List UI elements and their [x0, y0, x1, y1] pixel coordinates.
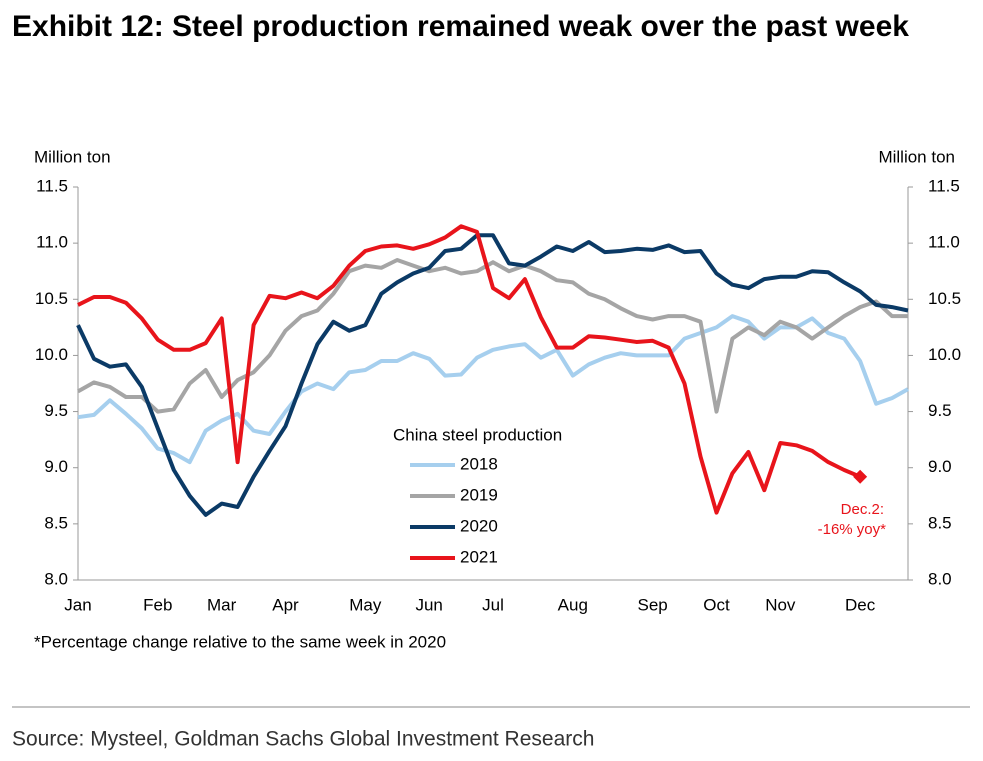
x-tick-label: Oct	[703, 595, 730, 614]
legend-title: China steel production	[393, 425, 562, 444]
series-line	[77, 258, 908, 414]
x-tick-label: Feb	[143, 595, 172, 614]
x-tick-label: May	[349, 595, 382, 614]
x-tick-label: Nov	[765, 595, 796, 614]
y-tick-label: 10.5	[35, 289, 68, 308]
series-line	[77, 314, 909, 465]
y2-tick-label: 10.5	[928, 289, 961, 308]
legend-label: 2019	[460, 485, 498, 504]
series-line	[76, 233, 909, 517]
y2-tick-label: 11.0	[928, 233, 960, 252]
annotation: Dec.2:	[841, 501, 884, 518]
y2-tick-label: 11.5	[928, 176, 960, 195]
series-line	[77, 224, 861, 515]
footnote: *Percentage change relative to the same …	[34, 632, 446, 651]
x-tick-label: Jun	[415, 595, 442, 614]
y2-tick-label: 9.5	[928, 401, 952, 420]
y-tick-label: 9.5	[44, 401, 68, 420]
highlight-marker	[853, 469, 868, 484]
y2-tick-label: 10.0	[928, 345, 961, 364]
y-tick-label: 9.0	[44, 457, 68, 476]
x-tick-label: Dec	[845, 595, 876, 614]
x-tick-label: Jan	[64, 595, 91, 614]
y2-axis-label: Million ton	[878, 147, 955, 166]
x-tick-label: Apr	[272, 595, 299, 614]
x-tick-label: Aug	[558, 595, 588, 614]
y-tick-label: 8.5	[44, 513, 68, 532]
y-tick-label: 11.0	[36, 233, 68, 252]
y-tick-label: 8.0	[44, 569, 68, 588]
x-tick-label: Sep	[637, 595, 667, 614]
x-tick-label: Jul	[482, 595, 504, 614]
x-tick-label: Mar	[207, 595, 237, 614]
y-axis-label: Million ton	[34, 147, 111, 166]
chart-title: Exhibit 12: Steel production remained we…	[12, 10, 909, 43]
source: Source: Mysteel, Goldman Sachs Global In…	[12, 728, 594, 751]
y-tick-label: 11.5	[36, 176, 68, 195]
y2-tick-label: 8.0	[928, 569, 952, 588]
annotation: -16% yoy*	[818, 521, 887, 538]
y2-tick-label: 8.5	[928, 513, 952, 532]
legend-label: 2018	[460, 454, 498, 473]
y2-tick-label: 9.0	[928, 457, 952, 476]
legend-label: 2021	[460, 547, 498, 566]
y-tick-label: 10.0	[35, 345, 68, 364]
legend-label: 2020	[460, 516, 498, 535]
